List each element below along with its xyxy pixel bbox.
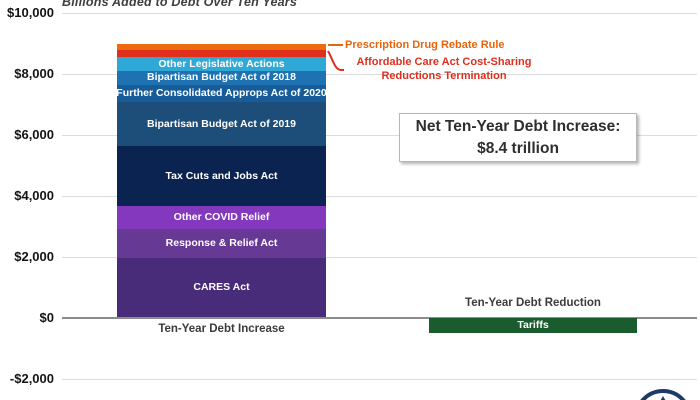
bar-segment-3: Bipartisan Budget Act of 2018	[117, 70, 326, 85]
bar-segment-8: Response & Relief Act	[117, 228, 326, 259]
chart-title: Billions Added to Debt Over Ten Years	[62, 0, 297, 9]
gridline	[62, 13, 697, 14]
bar-segment-0	[117, 44, 326, 51]
annotation-aca-cost-sharing: Affordable Care Act Cost-Sharing Reducti…	[336, 56, 552, 83]
gridline	[62, 379, 697, 380]
annotation-prescription-drug-rebate-rule: Prescription Drug Rebate Rule	[345, 39, 505, 51]
bar-segment-1	[117, 50, 326, 58]
category-label-increase: Ten-Year Debt Increase	[158, 323, 285, 335]
annotation-aca-line2: Reductions Termination	[381, 69, 507, 82]
bar-segment-label: Other Legislative Actions	[158, 57, 285, 70]
net-debt-increase-callout: Net Ten-Year Debt Increase: $8.4 trillio…	[399, 113, 637, 162]
y-tick-label: $2,000	[14, 249, 54, 264]
bar-segment-7: Other COVID Relief	[117, 205, 326, 229]
bar-segment-label: Bipartisan Budget Act of 2019	[147, 117, 296, 130]
tariffs-bar-label: Tariffs	[517, 319, 549, 332]
tariffs-bar: Tariffs	[429, 318, 637, 334]
annotation-leader-lines	[327, 44, 344, 71]
bar-segment-6: Tax Cuts and Jobs Act	[117, 146, 326, 206]
y-tick-label: $4,000	[14, 188, 54, 203]
bar-segment-2: Other Legislative Actions	[117, 57, 326, 71]
increase-stacked-bar: Other Legislative Actions Bipartisan Budg…	[117, 44, 326, 317]
category-label-reduction: Ten-Year Debt Reduction	[465, 297, 601, 309]
zero-axis-line	[62, 317, 697, 319]
gridline	[62, 257, 697, 258]
bar-segment-label: Further Consolidated Approps Act of 2020	[117, 87, 326, 100]
gridline	[62, 196, 697, 197]
callout-line2: $8.4 trillion	[477, 139, 559, 157]
bar-segment-5: Bipartisan Budget Act of 2019	[117, 102, 326, 147]
bar-segment-label: Other COVID Relief	[173, 210, 270, 223]
gridline	[62, 135, 697, 136]
y-tick-label: $6,000	[14, 127, 54, 142]
annotation-aca-line1: Affordable Care Act Cost-Sharing	[356, 56, 532, 68]
bar-segment-label: Bipartisan Budget Act of 2018	[147, 71, 296, 84]
bar-segment-label: CARES Act	[193, 281, 250, 294]
bar-segment-label: Tax Cuts and Jobs Act	[165, 169, 278, 182]
y-tick-label: -$2,000	[9, 371, 54, 386]
y-tick-label: $8,000	[14, 66, 54, 81]
y-tick-label: $0	[39, 310, 54, 325]
bar-segment-4: Further Consolidated Approps Act of 2020	[117, 84, 326, 103]
crfb-logo	[634, 389, 692, 400]
callout-line1: Net Ten-Year Debt Increase:	[415, 117, 621, 135]
bar-segment-9: CARES Act	[117, 258, 326, 317]
gridline	[62, 74, 697, 75]
bar-segment-label: Response & Relief Act	[165, 237, 278, 250]
y-tick-label: $10,000	[7, 5, 54, 20]
